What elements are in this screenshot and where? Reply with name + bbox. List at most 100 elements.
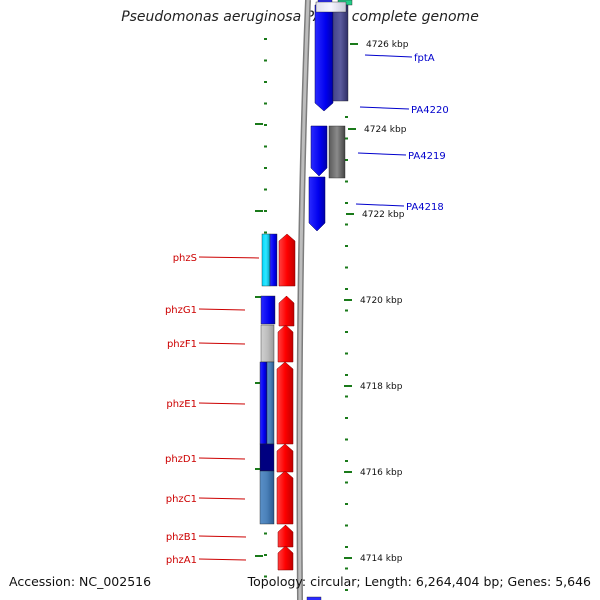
homolog-bar-phzS-b[interactable] (269, 233, 278, 287)
outer-tick (345, 438, 348, 441)
gene-label-fptA[interactable]: fptA (414, 53, 435, 64)
kbp-label: 4716 kbp (360, 468, 403, 478)
gene-label-phzE1[interactable]: phzE1 (166, 399, 197, 410)
gene-label-PA4220[interactable]: PA4220 (411, 105, 449, 116)
kbp-label: 4724 kbp (364, 125, 407, 135)
kbp-label: 4720 kbp (360, 296, 403, 306)
gene-arrow-fptA[interactable] (314, 4, 334, 112)
outer-tick (345, 159, 348, 161)
accession-text: Accession: NC_002516 (9, 574, 152, 589)
gene-arrow-phzD1[interactable] (276, 443, 294, 473)
outer-tick (345, 481, 348, 484)
outer-tick (345, 567, 348, 570)
homolog-bar-phzE1-b[interactable] (266, 361, 275, 445)
outer-tick (345, 395, 348, 398)
inner-tick (264, 59, 267, 62)
gene-label-phzF1[interactable]: phzF1 (167, 339, 197, 350)
inner-tick (264, 554, 267, 556)
outer-tick (345, 180, 348, 183)
gene-arrow-phzE1[interactable] (276, 361, 294, 445)
kbp-major-tick (346, 213, 354, 215)
outer-tick (345, 374, 348, 376)
gene-label-PA4219[interactable]: PA4219 (408, 151, 446, 162)
inner-tick (264, 38, 267, 40)
outer-tick (345, 288, 348, 290)
gene-label-phzB1[interactable]: phzB1 (166, 532, 197, 543)
kbp-major-tick (344, 557, 352, 559)
inner-major-tick (255, 555, 263, 557)
gene-label-phzC1[interactable]: phzC1 (166, 494, 197, 505)
inner-tick (264, 124, 267, 126)
outer-tick (345, 245, 348, 247)
gene-label-phzG1[interactable]: phzG1 (165, 305, 197, 316)
homolog-bar-phzS-a[interactable] (261, 233, 271, 287)
kbp-label: 4714 kbp (360, 554, 403, 564)
homolog-bar-phzC1[interactable] (259, 470, 275, 525)
inner-tick (264, 81, 267, 83)
inner-tick (264, 210, 267, 212)
inner-major-tick (255, 468, 263, 470)
homolog-bar-phzG1[interactable] (260, 295, 276, 325)
outer-tick (345, 309, 348, 312)
inner-tick (264, 102, 267, 105)
gene-label-leader (198, 535, 247, 538)
outer-tick (345, 589, 348, 591)
gene-arrow-phzF1[interactable] (277, 324, 294, 363)
outer-tick (345, 331, 348, 333)
inner-tick (264, 575, 267, 578)
gene-label-leader (364, 54, 413, 58)
genome-backbone (297, 0, 310, 600)
outer-tick (345, 202, 348, 204)
inner-tick (264, 532, 267, 535)
kbp-label: 4722 kbp (362, 210, 405, 220)
inner-tick (264, 188, 267, 191)
inner-major-tick (255, 210, 263, 212)
inner-tick (264, 231, 267, 234)
outer-tick (345, 417, 348, 419)
inner-major-tick (255, 296, 263, 298)
gene-label-leader (198, 497, 246, 500)
gene-arrow-phzA1[interactable] (277, 545, 294, 571)
kbp-major-tick (348, 128, 356, 130)
inner-major-tick (255, 382, 263, 384)
genome-info-text: Topology: circular; Length: 6,264,404 bp… (247, 574, 591, 589)
gene-label-leader (355, 203, 405, 207)
gene-arrow-phzB1[interactable] (277, 524, 294, 548)
gene-arrow-phzS[interactable] (278, 233, 296, 287)
gene-label-leader (198, 558, 247, 561)
outer-tick (345, 116, 348, 118)
kbp-label: 4718 kbp (360, 382, 403, 392)
gene-label-phzS[interactable]: phzS (173, 253, 197, 264)
gene-arrow-phzC1[interactable] (276, 470, 294, 525)
gene-label-leader (198, 402, 246, 405)
gene-label-leader (359, 106, 410, 110)
homolog-bar-phzE1-a[interactable] (259, 361, 268, 445)
gene-label-leader (198, 457, 246, 460)
homolog-bar-phzF1[interactable] (260, 324, 275, 363)
kbp-major-tick (344, 471, 352, 473)
gene-arrow-PA4219[interactable] (310, 125, 328, 177)
kbp-major-tick (344, 385, 352, 387)
kbp-major-tick (350, 43, 358, 45)
gene-bar-light[interactable] (315, 1, 347, 13)
gene-label-leader (357, 152, 407, 156)
gene-arrow-PA4218[interactable] (308, 176, 326, 232)
gene-label-phzA1[interactable]: phzA1 (166, 555, 197, 566)
gene-bar-fptA-homolog[interactable] (332, 4, 349, 102)
outer-tick (345, 352, 348, 355)
outer-tick (345, 266, 348, 269)
homolog-bar-phzD1[interactable] (259, 443, 275, 472)
outer-tick (345, 524, 348, 527)
gene-label-PA4218[interactable]: PA4218 (406, 202, 444, 213)
outer-tick (345, 223, 348, 226)
map-title: Pseudomonas aeruginosa PAO1, complete ge… (121, 9, 479, 25)
gene-arrow-phzG1[interactable] (278, 295, 295, 327)
gene-label-leader (198, 308, 246, 311)
gene-bar-PA4219-homolog[interactable] (328, 125, 346, 179)
outer-tick (345, 137, 348, 140)
inner-tick (264, 167, 267, 169)
outer-tick (345, 503, 348, 505)
kbp-major-tick (344, 299, 352, 301)
gene-label-phzD1[interactable]: phzD1 (165, 454, 197, 465)
